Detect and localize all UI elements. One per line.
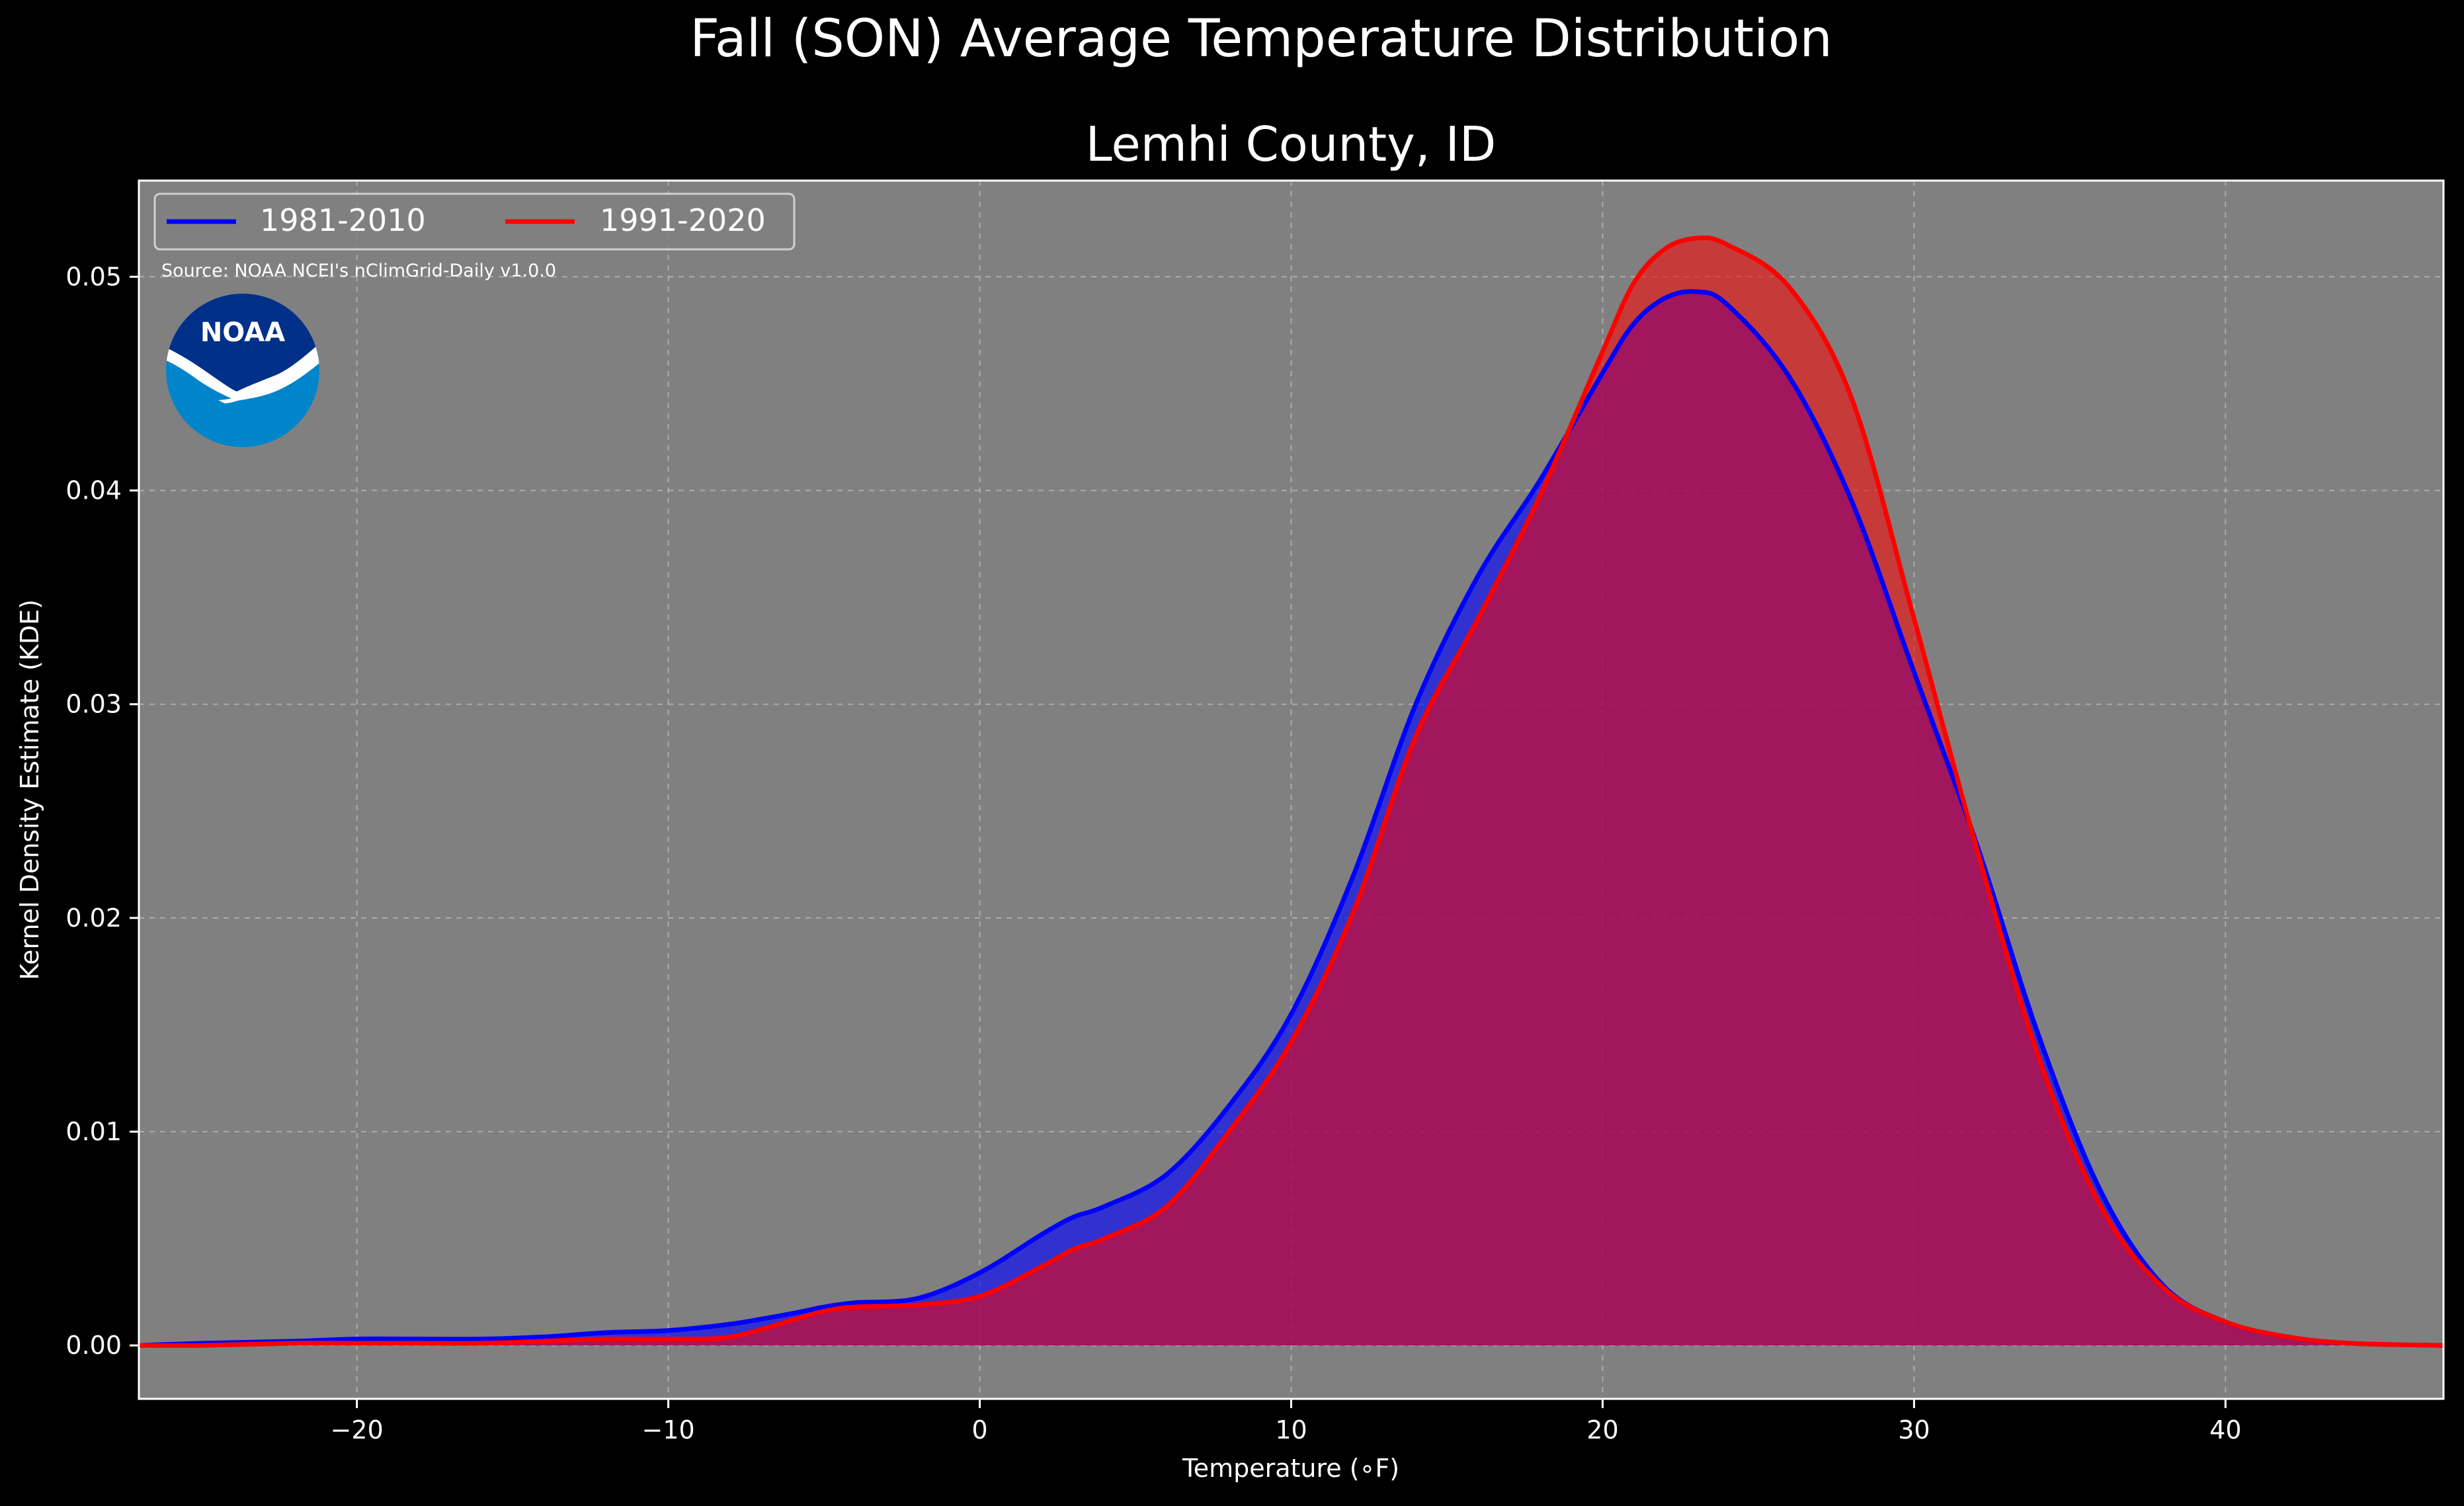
y-tick-label-3: 0.03	[65, 690, 122, 719]
x-tick-label-5: 30	[1898, 1415, 1930, 1444]
x-axis-label: Temperature (∘F)	[1182, 1454, 1399, 1483]
source-note: Source: NOAA NCEI's nClimGrid-Daily v1.0…	[161, 261, 556, 281]
y-tick-label-2: 0.02	[65, 903, 122, 933]
x-tick-label-0: −20	[331, 1415, 384, 1444]
legend: 1981-2010 1991-2020	[153, 192, 796, 251]
y-axis-label: Kernel Density Estimate (KDE)	[15, 599, 44, 980]
x-tick-label-2: 0	[971, 1415, 987, 1444]
x-tick-label-6: 40	[2209, 1415, 2241, 1444]
series-area-1991-2020	[139, 237, 2443, 1346]
y-tick-label-4: 0.04	[65, 476, 122, 505]
y-axis-ticks: 0.00 0.01 0.02 0.03 0.04 0.05	[65, 262, 139, 1360]
chart-title: Lemhi County, ID	[1086, 116, 1497, 172]
series-line-1991-2020	[138, 235, 2444, 1348]
x-tick-label-1: −10	[642, 1415, 695, 1444]
y-tick-label-5: 0.05	[65, 262, 122, 291]
legend-box	[153, 192, 796, 251]
x-tick-label-4: 20	[1586, 1415, 1618, 1444]
chart-suptitle: Fall (SON) Average Temperature Distribut…	[690, 9, 1832, 69]
y-tick-label-1: 0.01	[65, 1117, 122, 1146]
series-line-1981-2010	[138, 289, 2444, 1348]
legend-label-1991-2020: 1991-2020	[600, 202, 766, 238]
noaa-logo-text: NOAA	[200, 317, 285, 348]
density-areas	[139, 237, 2443, 1346]
noaa-logo-bird-icon	[166, 334, 319, 401]
noaa-logo-wing-tip	[218, 387, 259, 403]
x-axis-ticks: −20 −10 0 10 20 30 40	[331, 1399, 2242, 1444]
y-tick-label-0: 0.00	[65, 1331, 122, 1360]
legend-label-1981-2010: 1981-2010	[260, 202, 426, 238]
density-lines	[138, 235, 2444, 1348]
x-tick-label-3: 10	[1275, 1415, 1307, 1444]
